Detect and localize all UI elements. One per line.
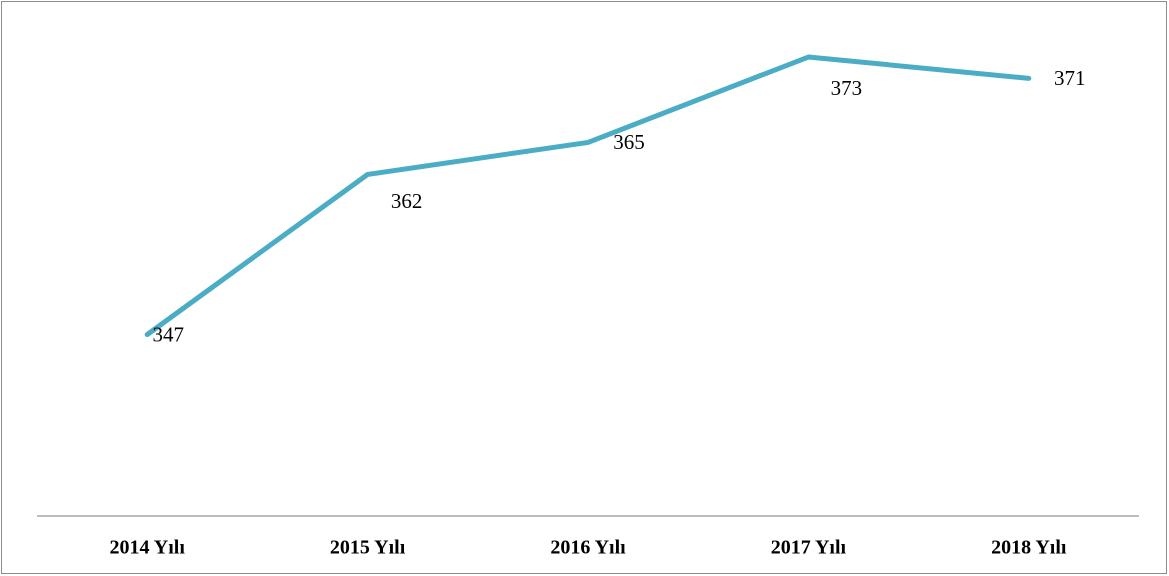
data-line (144, 54, 1032, 338)
data-label: 362 (391, 189, 423, 213)
data-label: 371 (1054, 66, 1086, 90)
data-label: 373 (831, 76, 863, 100)
x-tick-label: 2014 Yılı (110, 537, 186, 559)
x-tick-label: 2017 Yılı (771, 537, 847, 559)
x-tick-label: 2018 Yılı (991, 537, 1067, 559)
data-label: 347 (152, 322, 184, 346)
data-label: 365 (613, 130, 645, 154)
x-tick-label: 2015 Yılı (330, 537, 406, 559)
x-tick-label: 2016 Yılı (550, 537, 626, 559)
